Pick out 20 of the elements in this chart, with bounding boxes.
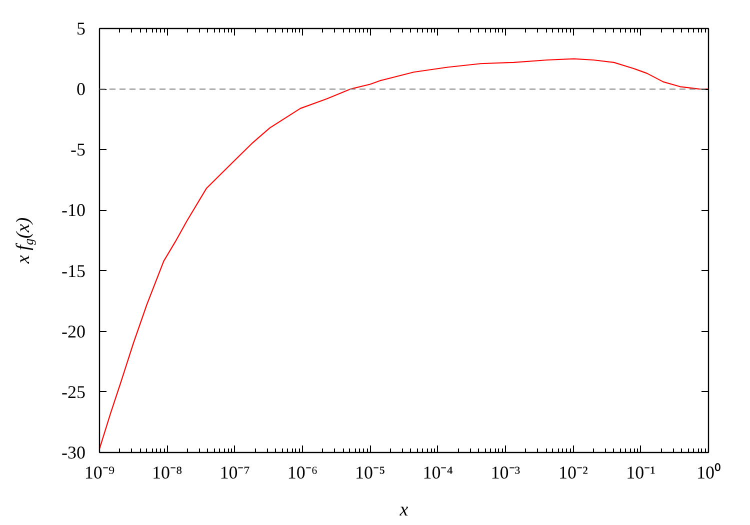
y-tick-label: 5 <box>76 18 86 38</box>
y-tick-label: -10 <box>62 200 86 220</box>
x-tick-label: 10⁻⁴ <box>422 462 453 482</box>
x-tick-label: 10⁰ <box>696 462 720 482</box>
x-tick-label: 10⁻⁵ <box>355 462 386 482</box>
y-tick-label: 0 <box>76 79 86 100</box>
x-axis-title: x <box>398 500 409 520</box>
y-tick-label: -15 <box>62 260 86 281</box>
y-axis-title: x fg(x) <box>13 217 36 265</box>
x-tick-label: 10⁻² <box>558 462 588 482</box>
y-tick-label: -30 <box>62 442 86 462</box>
x-tick-label: 10⁻⁹ <box>84 462 115 482</box>
x-tick-label: 10⁻⁷ <box>220 462 250 482</box>
x-tick-label: 10⁻¹ <box>626 462 656 482</box>
x-tick-label: 10⁻⁶ <box>287 462 318 482</box>
y-tick-label: -5 <box>70 140 86 160</box>
y-tick-label: -20 <box>62 321 86 342</box>
y-tick-label: -25 <box>62 382 86 402</box>
x-tick-label: 10⁻³ <box>490 462 521 482</box>
x-tick-label: 10⁻⁸ <box>152 462 182 482</box>
